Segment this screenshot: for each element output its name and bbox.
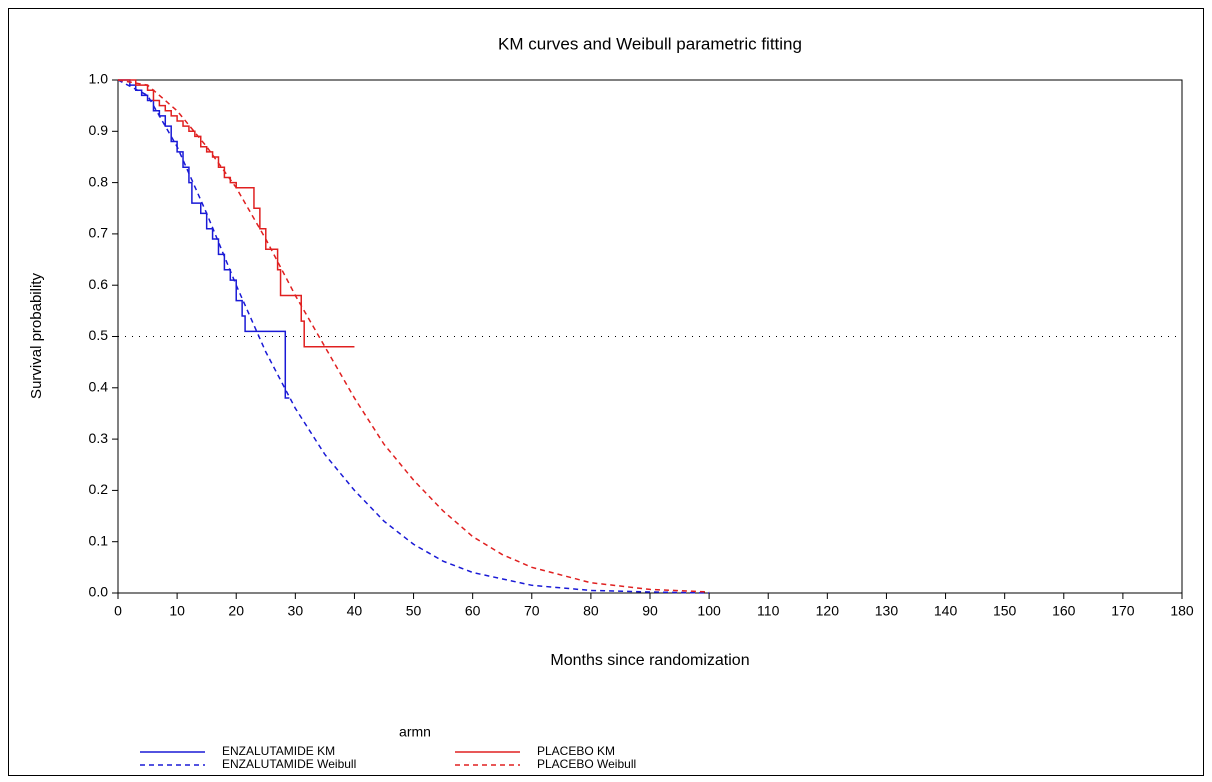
x-tick-label: 50	[406, 603, 422, 619]
x-tick-label: 90	[642, 603, 658, 619]
outer-border	[8, 8, 1204, 776]
chart-title: KM curves and Weibull parametric fitting	[498, 34, 802, 53]
x-tick-label: 120	[816, 603, 840, 619]
y-axis-label: Survival probability	[28, 273, 45, 399]
y-tick-label: 0.5	[89, 327, 109, 343]
x-tick-label: 10	[169, 603, 185, 619]
x-tick-label: 170	[1111, 603, 1135, 619]
x-tick-label: 20	[228, 603, 244, 619]
x-tick-label: 130	[875, 603, 899, 619]
y-tick-label: 0.8	[89, 173, 109, 189]
series-line	[117, 79, 710, 594]
x-tick-label: 80	[583, 603, 599, 619]
x-tick-label: 110	[757, 603, 780, 619]
x-tick-label: 180	[1170, 603, 1194, 619]
legend-label: ENZALUTAMIDE KM	[222, 744, 335, 758]
x-tick-label: 160	[1052, 603, 1076, 619]
legend-label: ENZALUTAMIDE Weibull	[222, 757, 356, 771]
x-tick-label: 70	[524, 603, 540, 619]
x-tick-label: 30	[288, 603, 304, 619]
x-tick-label: 150	[993, 603, 1017, 619]
x-tick-label: 40	[347, 603, 363, 619]
x-tick-label: 140	[934, 603, 958, 619]
y-tick-label: 0.7	[89, 225, 109, 241]
x-tick-label: 100	[697, 603, 721, 619]
x-axis-label: Months since randomization	[550, 652, 749, 669]
x-tick-label: 60	[465, 603, 481, 619]
y-tick-label: 1.0	[89, 71, 109, 87]
x-tick-label: 0	[114, 603, 122, 619]
legend-title: armn	[399, 724, 431, 740]
y-tick-label: 0.0	[89, 584, 109, 600]
y-tick-label: 0.4	[89, 379, 109, 395]
series-line	[117, 79, 710, 593]
y-tick-label: 0.3	[89, 430, 109, 446]
legend-label: PLACEBO Weibull	[537, 757, 636, 771]
legend-label: PLACEBO KM	[537, 744, 615, 758]
y-tick-label: 0.6	[89, 276, 109, 292]
y-tick-label: 0.2	[89, 481, 109, 497]
series-line	[118, 79, 290, 399]
y-tick-label: 0.1	[89, 532, 109, 548]
y-tick-label: 0.9	[89, 122, 109, 138]
